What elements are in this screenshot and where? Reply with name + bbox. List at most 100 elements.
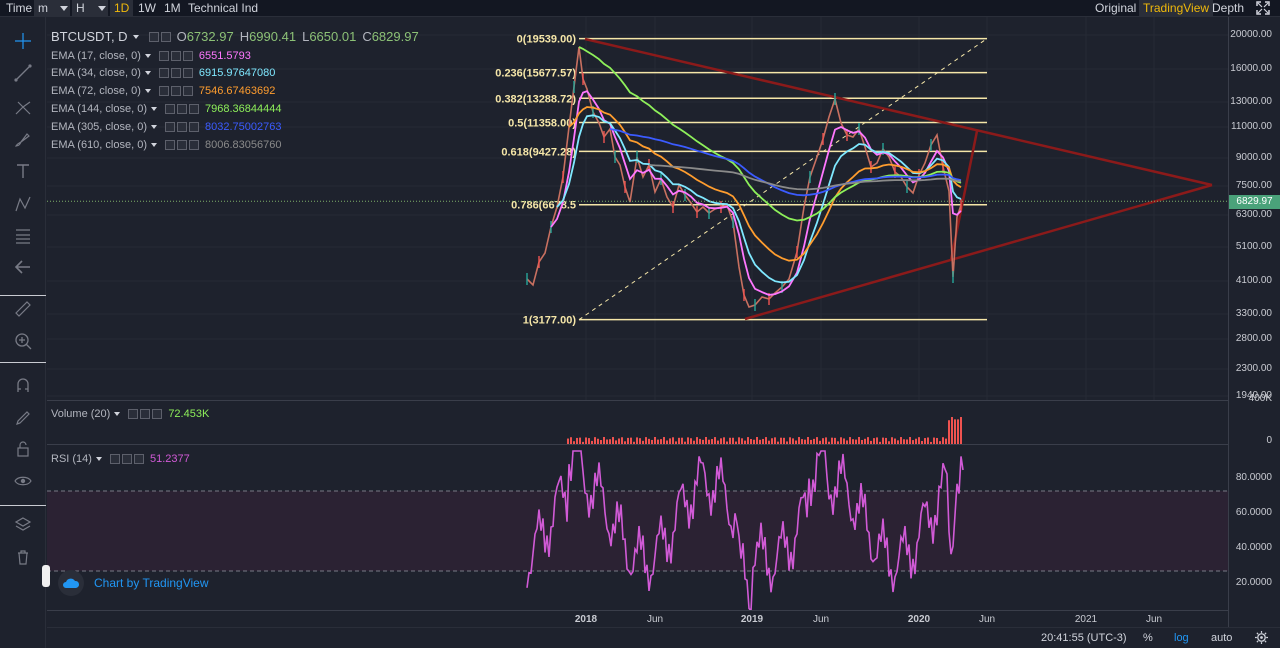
- minutes-chevron-down-icon: [60, 6, 68, 11]
- volume-bar: [819, 440, 821, 444]
- settings-icon[interactable]: [121, 453, 132, 464]
- gear-icon[interactable]: [1255, 631, 1268, 647]
- interval-1m-button[interactable]: 1M: [164, 1, 181, 15]
- settings-icon[interactable]: [170, 50, 181, 61]
- high-label: H: [239, 29, 250, 44]
- chevron-down-icon[interactable]: [144, 53, 151, 58]
- visibility-icon[interactable]: [148, 31, 159, 42]
- depth-view-button[interactable]: Depth: [1212, 1, 1245, 15]
- visibility-icon[interactable]: [165, 103, 175, 114]
- symbol-chevron-down-icon[interactable]: [132, 34, 139, 39]
- pitchfork-icon[interactable]: [11, 95, 35, 119]
- volume-bar: [672, 437, 674, 444]
- visibility-icon[interactable]: [109, 453, 120, 464]
- interval-1w-button[interactable]: 1W: [138, 1, 156, 15]
- rsi-pane[interactable]: RSI (14) 51.2377: [47, 445, 1228, 610]
- chevron-down-icon[interactable]: [151, 106, 157, 111]
- back-arrow-icon[interactable]: [11, 255, 35, 279]
- lock-icon[interactable]: [11, 437, 35, 461]
- cloud-logo-icon: [58, 570, 84, 596]
- zoom-in-icon[interactable]: [11, 329, 35, 353]
- price-chart-pane[interactable]: 0(19539.00) 0.236(15677.57) 0.382(13288.72…: [47, 17, 1228, 400]
- visibility-icon[interactable]: [165, 139, 175, 150]
- tradingview-watermark[interactable]: Chart by TradingView: [58, 570, 209, 596]
- volume-chevron-down-icon[interactable]: [114, 411, 121, 416]
- volume-bar: [732, 437, 734, 444]
- scroll-handle[interactable]: [42, 565, 50, 587]
- pattern-icon[interactable]: [11, 192, 35, 216]
- trend-line-icon[interactable]: [11, 61, 35, 85]
- text-icon[interactable]: [11, 159, 35, 183]
- settings-icon[interactable]: [177, 103, 187, 114]
- close-icon[interactable]: [182, 86, 193, 97]
- settings-icon[interactable]: [170, 68, 181, 79]
- rsi-chevron-down-icon[interactable]: [95, 456, 102, 461]
- chevron-down-icon[interactable]: [151, 142, 157, 147]
- volume-axis-label: 0: [1266, 435, 1272, 446]
- visibility-icon[interactable]: [158, 68, 169, 79]
- minutes-dropdown[interactable]: m: [34, 0, 70, 17]
- volume-bar: [918, 437, 920, 444]
- close-icon[interactable]: [182, 68, 193, 79]
- chevron-down-icon[interactable]: [151, 124, 157, 129]
- settings-icon[interactable]: [140, 408, 151, 419]
- fullscreen-icon[interactable]: [1252, 0, 1278, 17]
- rsi-line: [526, 450, 964, 610]
- time-axis-label: Jun: [646, 614, 664, 625]
- volume-pane[interactable]: Volume (20) 72.453K: [47, 401, 1228, 444]
- volume-bar: [675, 441, 677, 444]
- brush-icon[interactable]: [11, 127, 35, 151]
- close-icon[interactable]: [152, 408, 163, 419]
- symbol-name[interactable]: BTCUSDT, D: [51, 29, 128, 44]
- visibility-icon[interactable]: [165, 121, 175, 132]
- log-scale-button[interactable]: log: [1174, 632, 1189, 644]
- chevron-down-icon[interactable]: [144, 89, 151, 94]
- volume-bar: [687, 437, 689, 444]
- time-axis-label: 2020: [907, 614, 931, 625]
- settings-icon[interactable]: [177, 121, 187, 132]
- eye-icon[interactable]: [11, 469, 35, 493]
- interval-1d-button[interactable]: 1D: [110, 0, 134, 17]
- hours-dropdown[interactable]: H: [72, 0, 108, 17]
- layers-icon[interactable]: [11, 513, 35, 537]
- visibility-icon[interactable]: [158, 50, 169, 61]
- volume-bar: [873, 438, 875, 444]
- volume-bar: [765, 437, 767, 444]
- visibility-icon[interactable]: [158, 86, 169, 97]
- open-label: O: [176, 29, 187, 44]
- fib-retracement-icon[interactable]: [11, 224, 35, 248]
- magnet-icon[interactable]: [11, 373, 35, 397]
- auto-scale-button[interactable]: auto: [1211, 632, 1233, 644]
- settings-icon[interactable]: [177, 139, 187, 150]
- tradingview-view-button[interactable]: TradingView: [1139, 0, 1214, 17]
- triangle-lower-line: [744, 183, 1213, 321]
- close-icon[interactable]: [189, 121, 199, 132]
- close-icon[interactable]: [182, 50, 193, 61]
- price-axis[interactable]: 20000.00 16000.00 13000.00 11000.00 9000.00 7…: [1228, 17, 1280, 627]
- ruler-icon[interactable]: [11, 297, 35, 321]
- time-axis[interactable]: 2018 Jun 2019 Jun 2020 Jun 2021 Jun: [47, 610, 1228, 627]
- percent-scale-button[interactable]: %: [1143, 632, 1153, 644]
- volume-bar: [639, 438, 641, 444]
- close-icon[interactable]: [189, 103, 199, 114]
- settings-icon[interactable]: [160, 31, 171, 42]
- volume-bar: [786, 441, 788, 444]
- visibility-icon[interactable]: [128, 408, 139, 419]
- volume-bar: [702, 439, 704, 444]
- volume-bar: [681, 437, 683, 444]
- original-view-button[interactable]: Original: [1095, 1, 1137, 15]
- technical-indicators-button[interactable]: Technical Ind: [188, 1, 259, 15]
- close-icon[interactable]: [133, 453, 144, 464]
- chevron-down-icon[interactable]: [144, 71, 151, 76]
- fib-level-label: 0.236(15677.57): [495, 68, 576, 80]
- volume-bar: [651, 439, 653, 444]
- trash-icon[interactable]: [11, 545, 35, 569]
- volume-bar: [723, 437, 725, 444]
- volume-bar: [921, 440, 923, 444]
- volume-bar: [645, 437, 647, 444]
- time-button[interactable]: Time: [6, 1, 33, 15]
- crosshair-icon[interactable]: [11, 29, 35, 53]
- close-icon[interactable]: [189, 139, 199, 150]
- stay-in-drawing-mode-icon[interactable]: [11, 405, 35, 429]
- settings-icon[interactable]: [170, 86, 181, 97]
